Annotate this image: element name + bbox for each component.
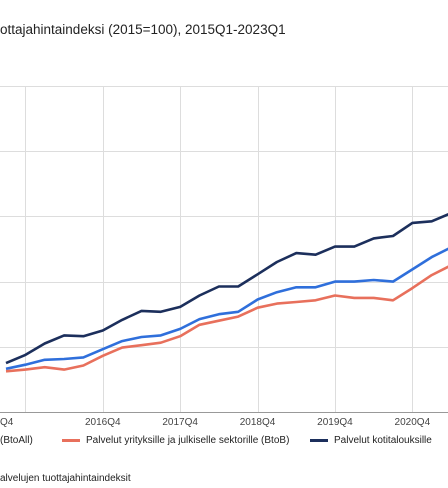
grid-lines: [0, 86, 448, 413]
source-note: alvelujen tuottajahintaindeksit: [0, 473, 131, 484]
x-tick-label: 2017Q4: [162, 417, 198, 428]
legend-label-btob: Palvelut yrityksille ja julkiselle sekto…: [86, 435, 290, 446]
x-tick-label: 2018Q4: [240, 417, 276, 428]
legend-swatch-kotitaloudet: [310, 439, 328, 442]
chart-title: ottajahintaindeksi (2015=100), 2015Q1-20…: [0, 22, 286, 37]
legend-label-kotitaloudet: Palvelut kotitalouksille: [334, 435, 432, 446]
series-line-0: [5, 247, 448, 371]
legend-item-kotitaloudet: Palvelut kotitalouksille: [310, 435, 432, 446]
legend-label-btoall: (BtoAll): [0, 435, 33, 446]
x-tick-label: 2020Q4: [395, 417, 431, 428]
legend-item-btoall: (BtoAll): [0, 435, 33, 446]
series-line-1: [5, 265, 448, 373]
x-tick-labels: Q42016Q42017Q42018Q42019Q42020Q42021: [0, 417, 431, 428]
legend-item-btob: Palvelut yrityksille ja julkiselle sekto…: [62, 435, 289, 446]
series-lines: [5, 212, 448, 373]
x-tick-label: Q4: [0, 417, 14, 428]
legend-swatch-btob: [62, 439, 80, 442]
x-tick-label: 2016Q4: [85, 417, 121, 428]
series-line-2: [5, 212, 448, 365]
x-tick-label: 2019Q4: [317, 417, 353, 428]
